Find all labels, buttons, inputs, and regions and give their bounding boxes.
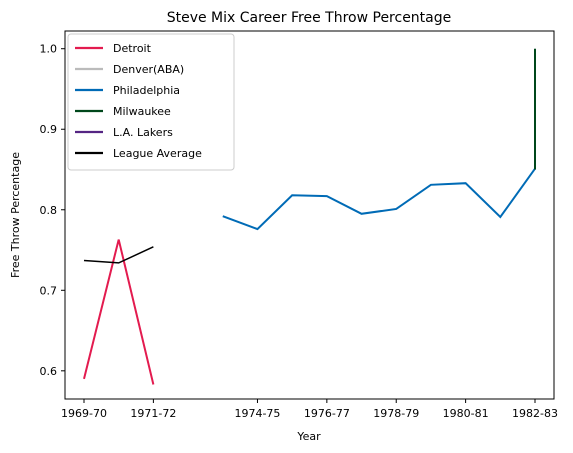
x-tick-label: 1974-75 — [234, 407, 280, 420]
y-tick-label: 0.6 — [40, 365, 58, 378]
x-tick-label: 1969-70 — [61, 407, 107, 420]
series-lines — [83, 48, 536, 385]
series-line-philadelphia — [222, 168, 536, 231]
legend-entries: Detroit Denver(ABA) Philadelphia Milwaukee L… — [75, 42, 202, 160]
legend-label-league-average: League Average — [113, 147, 202, 160]
legend-label-milwaukee: Milwaukee — [113, 105, 171, 118]
plot-frame — [64, 30, 555, 400]
y-tick-label: 1.0 — [40, 43, 58, 56]
legend-box — [67, 33, 235, 171]
y-axis-label: Free Throw Percentage — [9, 152, 22, 278]
y-tick-label: 0.7 — [40, 284, 58, 297]
plot-area — [64, 30, 555, 400]
y-tick-label: 0.9 — [40, 123, 58, 136]
chart-title: Steve Mix Career Free Throw Percentage — [167, 10, 452, 26]
y-axis: 0.6 0.7 0.8 0.9 1.0 — [40, 43, 65, 378]
legend-label-philadelphia: Philadelphia — [113, 84, 180, 97]
x-axis: 1969-70 1971-72 1974-75 1976-77 1978-79 1980-… — [61, 399, 558, 420]
legend-label-denver-aba: Denver(ABA) — [113, 63, 184, 76]
x-tick-label: 1980-81 — [443, 407, 489, 420]
x-axis-label: Year — [296, 430, 321, 443]
x-tick-label: 1971-72 — [130, 407, 176, 420]
y-tick-label: 0.8 — [40, 204, 58, 217]
legend: Detroit Denver(ABA) Philadelphia Milwaukee L… — [67, 33, 235, 171]
x-tick-label: 1978-79 — [373, 407, 419, 420]
x-tick-label: 1982-83 — [512, 407, 558, 420]
legend-label-detroit: Detroit — [113, 42, 152, 55]
legend-label-l-a-lakers: L.A. Lakers — [113, 126, 173, 139]
x-tick-label: 1976-77 — [304, 407, 350, 420]
